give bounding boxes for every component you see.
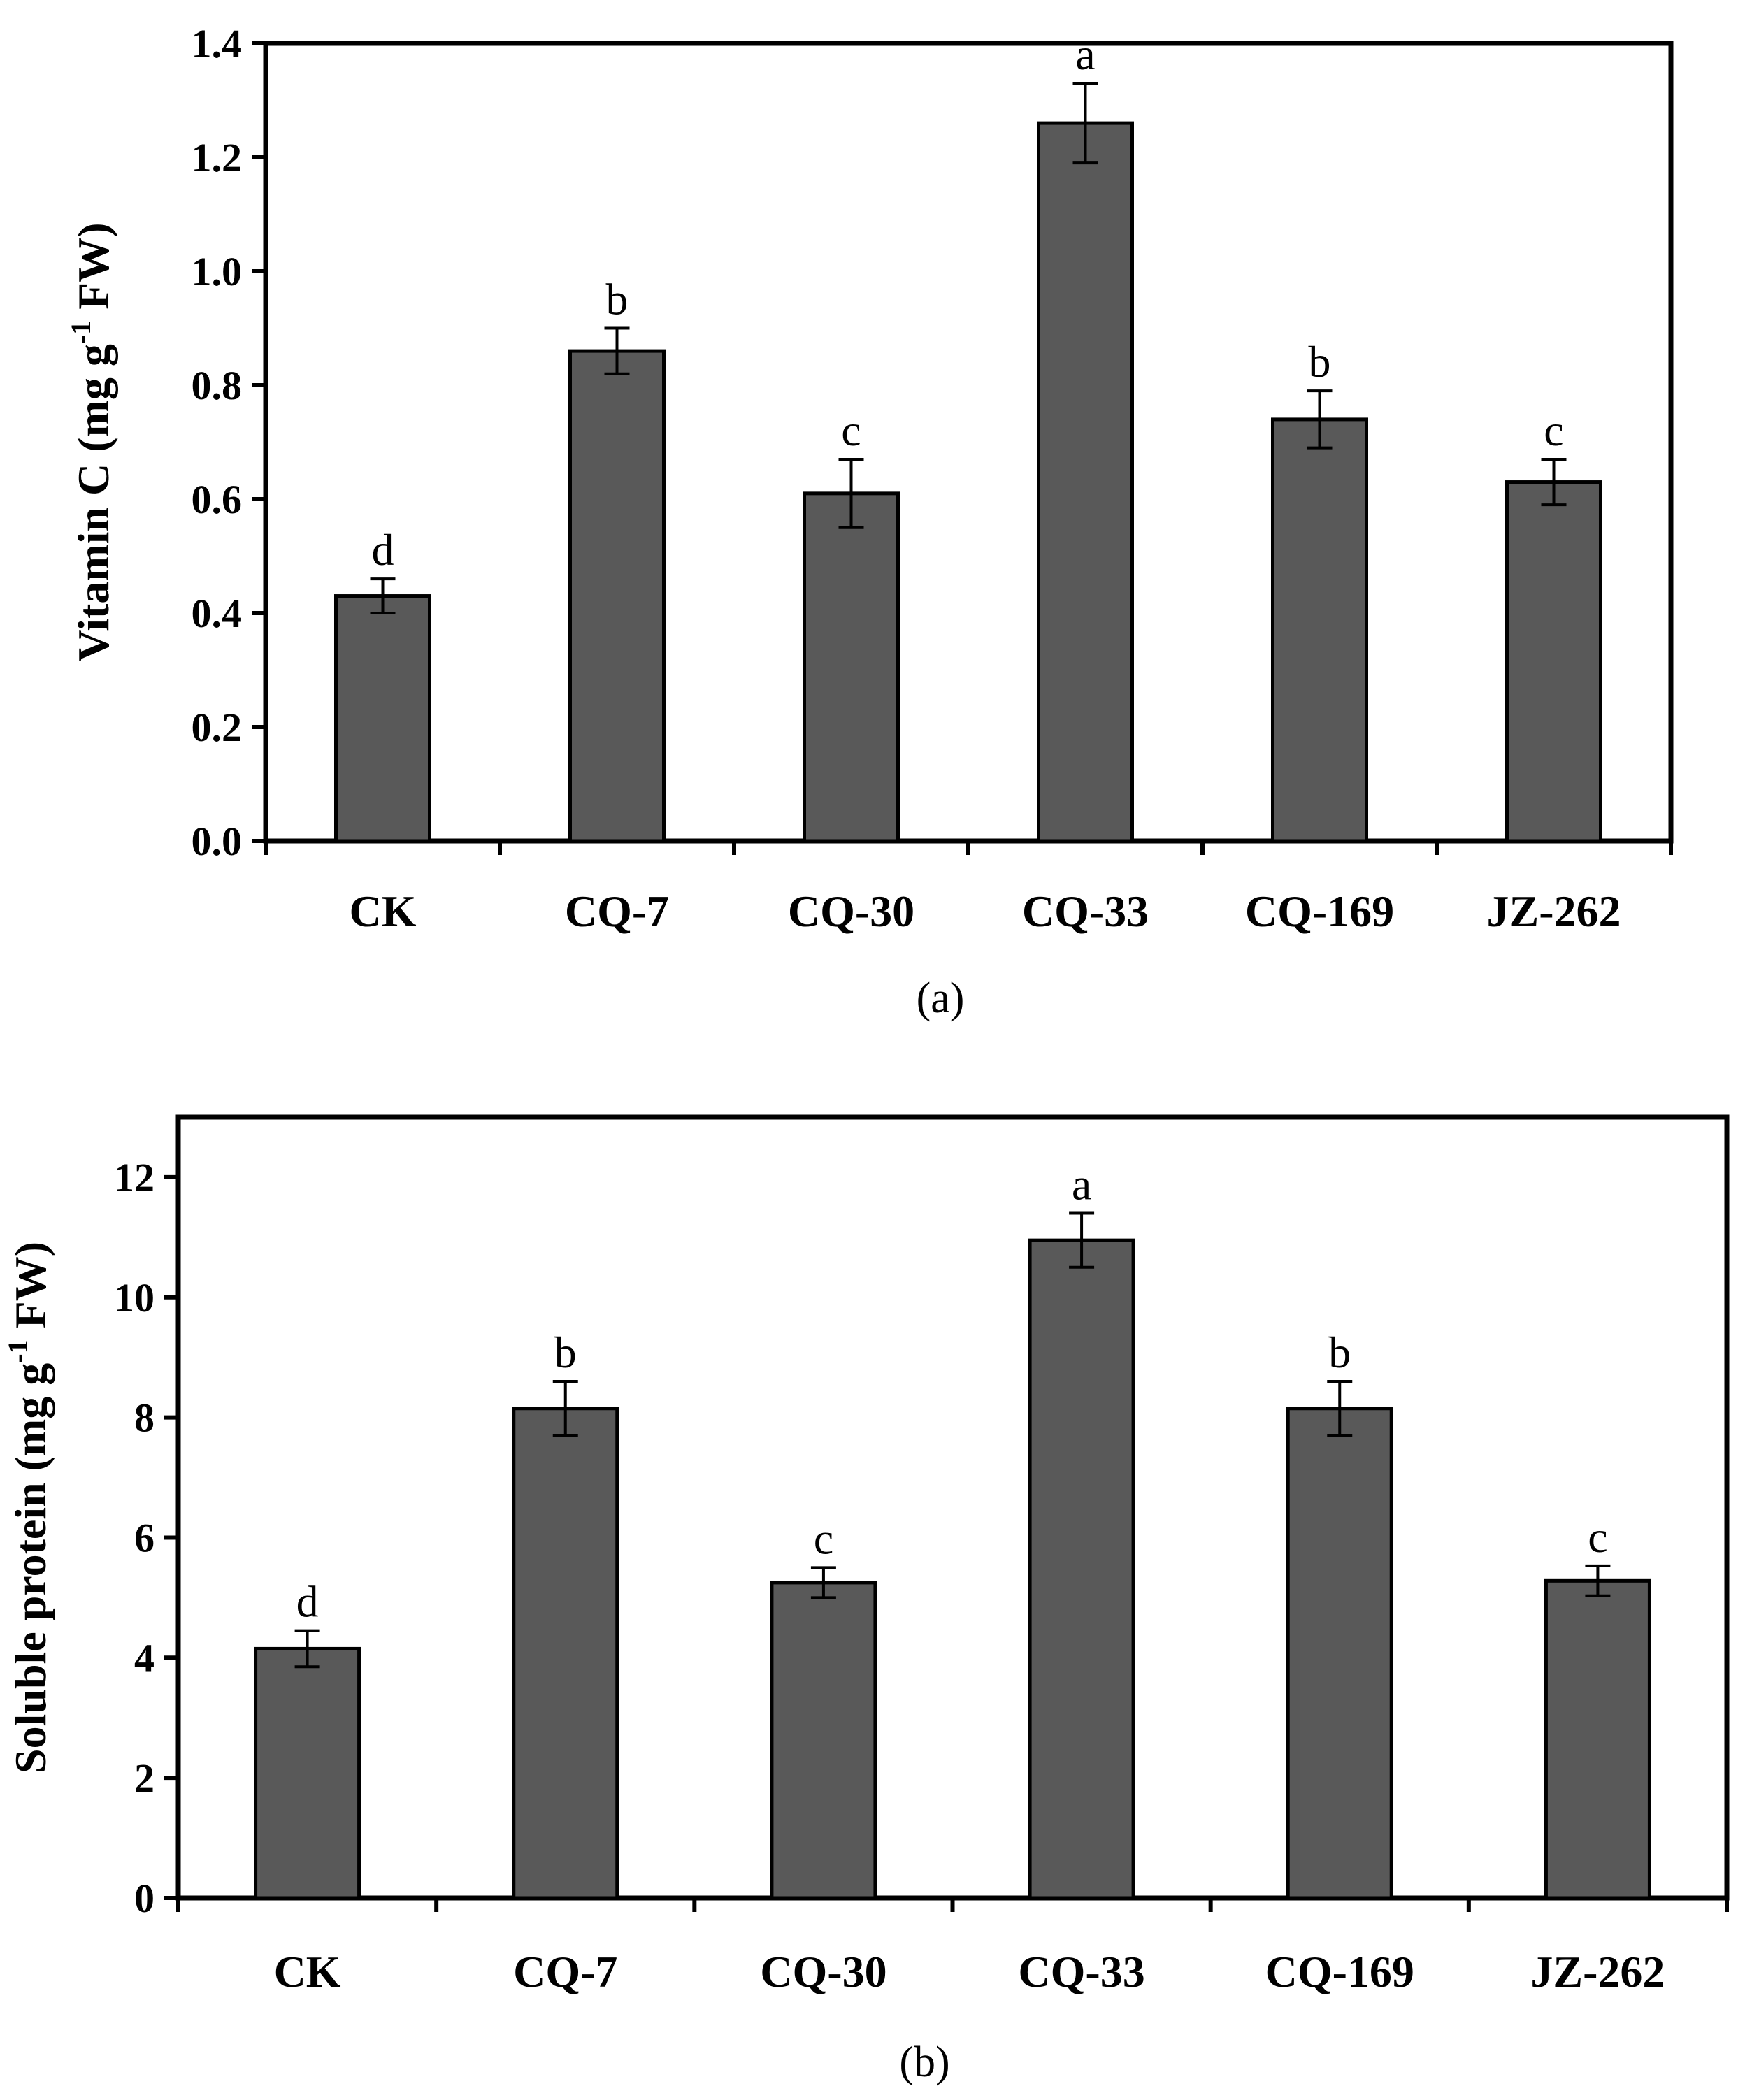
significance-letter: c xyxy=(1588,1512,1607,1562)
significance-letter: a xyxy=(1075,29,1095,79)
y-tick-label: 1.4 xyxy=(192,21,243,66)
category-label: CQ-33 xyxy=(1022,886,1149,936)
bar-cq-33 xyxy=(1028,1238,1135,1900)
bar-cq-33 xyxy=(1037,121,1134,843)
significance-letter: b xyxy=(606,275,629,324)
significance-letter: c xyxy=(814,1513,833,1563)
significance-letter: d xyxy=(372,525,394,575)
category-label: CQ-169 xyxy=(1265,1947,1414,1997)
bar-cq-30 xyxy=(803,491,900,843)
panel-a-y-ticks: 0.0 0.2 0.4 0.6 0.8 1.0 1.2 1.4 xyxy=(192,21,266,864)
panel-b-label: (b) xyxy=(899,2038,949,2086)
y-tick-label: 0.4 xyxy=(192,591,243,636)
panel-b-chart: 0 2 4 6 8 10 12 d b c a b c CK CQ-7 CQ-30 CQ-33 CQ-169 J… xyxy=(2,1114,1730,2086)
significance-letter: c xyxy=(1544,405,1563,455)
panel-a-category-labels: CK CQ-7 CQ-30 CQ-33 CQ-169 JZ-262 xyxy=(350,886,1621,936)
y-tick-label: 0.8 xyxy=(192,363,243,408)
category-label: CQ-30 xyxy=(788,886,914,936)
y-tick-label: 2 xyxy=(134,1755,155,1801)
category-label: CK xyxy=(274,1947,341,1997)
y-tick-label: 0.0 xyxy=(192,819,243,864)
y-tick-label: 1.0 xyxy=(192,249,243,294)
panel-b-y-axis-title-tail: FW) xyxy=(6,1242,55,1339)
panel-b-error-bars xyxy=(294,1211,1611,1669)
y-tick-label: 0 xyxy=(134,1876,155,1921)
bar-ck xyxy=(254,1646,361,1900)
significance-letter: a xyxy=(1072,1159,1091,1209)
category-label: CQ-7 xyxy=(565,886,669,936)
category-label: CQ-33 xyxy=(1018,1947,1144,1997)
bar-ck xyxy=(334,594,431,843)
panel-a-chart: 0.0 0.2 0.4 0.6 0.8 1.0 1.2 1.4 d b c a b c CK CQ-7 CQ… xyxy=(65,21,1674,1022)
panel-a-label: (a) xyxy=(917,975,965,1022)
significance-letter: d xyxy=(296,1577,319,1627)
bar-jz-262 xyxy=(1505,480,1602,843)
significance-letter: b xyxy=(1309,337,1331,387)
panel-a-y-axis-title-main: Vitamin C (mg g xyxy=(69,344,118,661)
category-label: CQ-30 xyxy=(760,1947,886,1997)
y-tick-label: 0.6 xyxy=(192,477,243,522)
category-label: JZ-262 xyxy=(1530,1947,1665,1997)
y-tick-label: 1.2 xyxy=(192,135,243,180)
y-tick-label: 12 xyxy=(114,1155,155,1200)
significance-letter: b xyxy=(1328,1328,1351,1377)
bar-cq-169 xyxy=(1271,417,1368,843)
panel-b-y-axis-title: Soluble protein (mg g-1 FW) xyxy=(2,1242,55,1774)
panel-a-significance-letters: d b c a b c xyxy=(372,29,1564,575)
y-tick-label: 10 xyxy=(114,1275,155,1321)
panel-b-y-axis-title-main: Soluble protein (mg g xyxy=(6,1363,55,1774)
bar-jz-262 xyxy=(1544,1578,1651,1900)
panel-b-x-ticks xyxy=(176,1898,1729,1912)
panel-a-y-axis-title-sup: -1 xyxy=(65,321,96,344)
panel-a-error-bars xyxy=(370,82,1567,614)
category-label: CQ-169 xyxy=(1245,886,1394,936)
significance-letter: c xyxy=(841,405,861,455)
bar-cq-169 xyxy=(1286,1407,1393,1900)
panel-b-y-ticks: 0 2 4 6 8 10 12 xyxy=(114,1155,178,1921)
panel-a-y-axis-title: Vitamin C (mg g-1 FW) xyxy=(65,222,118,661)
category-label: CK xyxy=(350,886,417,936)
panel-b-y-axis-title-sup: -1 xyxy=(2,1339,34,1362)
panel-a-x-ticks xyxy=(264,841,1673,855)
bar-cq-30 xyxy=(770,1581,877,1900)
significance-letter: b xyxy=(554,1328,577,1377)
panel-b-bars xyxy=(254,1238,1651,1900)
category-label: JZ-262 xyxy=(1487,886,1621,936)
y-tick-label: 6 xyxy=(134,1515,155,1560)
panel-b-category-labels: CK CQ-7 CQ-30 CQ-33 CQ-169 JZ-262 xyxy=(274,1947,1665,1997)
category-label: CQ-7 xyxy=(513,1947,617,1997)
y-tick-label: 4 xyxy=(134,1635,155,1681)
bar-cq-7 xyxy=(512,1407,619,1900)
y-tick-label: 8 xyxy=(134,1395,155,1441)
panel-a-y-axis-title-tail: FW) xyxy=(69,222,118,320)
panel-b-significance-letters: d b c a b c xyxy=(296,1159,1608,1626)
y-tick-label: 0.2 xyxy=(192,705,243,750)
bar-cq-7 xyxy=(568,349,666,843)
